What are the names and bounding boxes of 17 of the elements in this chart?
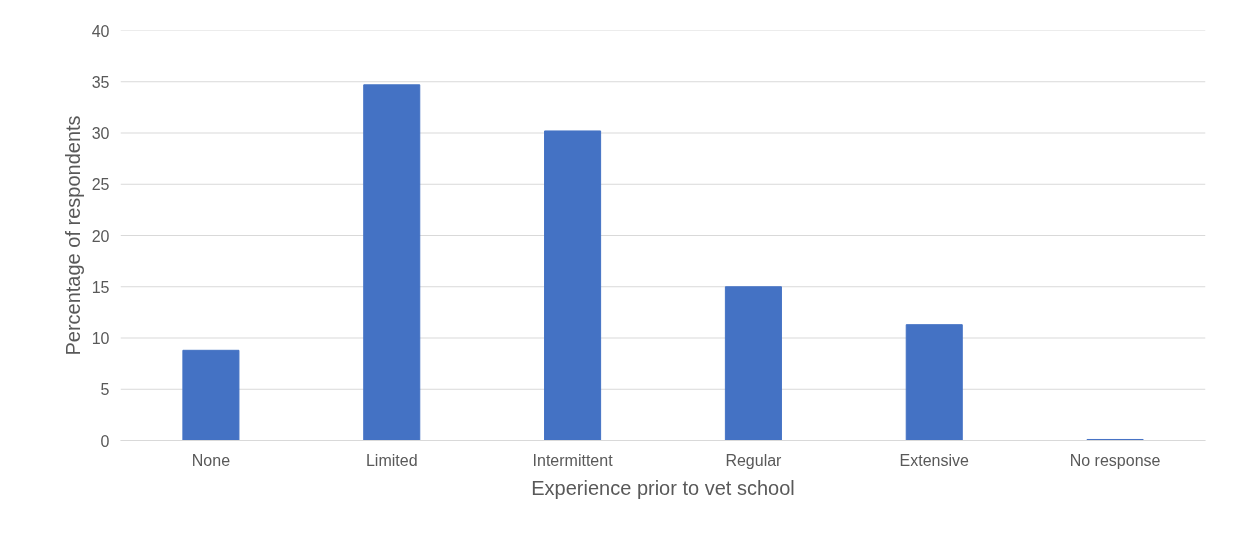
x-tick-label: Intermittent xyxy=(532,451,614,469)
y-tick-label: 20 xyxy=(91,227,110,245)
x-tick-label: Extensive xyxy=(899,451,970,469)
y-tick-label: 25 xyxy=(91,176,110,194)
x-tick-label: Limited xyxy=(365,451,418,469)
x-tick-label: Regular xyxy=(725,451,783,469)
y-tick-label: 15 xyxy=(91,278,110,296)
y-tick-label: 30 xyxy=(91,125,110,142)
y-tick-label: 0 xyxy=(100,432,110,450)
x-axis-title: Experience prior to vet school xyxy=(531,476,795,499)
x-tick-label: None xyxy=(191,451,231,469)
y-tick-label: 10 xyxy=(91,330,110,347)
y-axis-title: Percentage of respondents xyxy=(61,115,84,356)
y-tick-label: 40 xyxy=(91,22,110,40)
y-tick-label: 35 xyxy=(91,73,110,91)
x-tick-label: No response xyxy=(1069,451,1161,469)
y-tick-label: 5 xyxy=(100,381,110,399)
